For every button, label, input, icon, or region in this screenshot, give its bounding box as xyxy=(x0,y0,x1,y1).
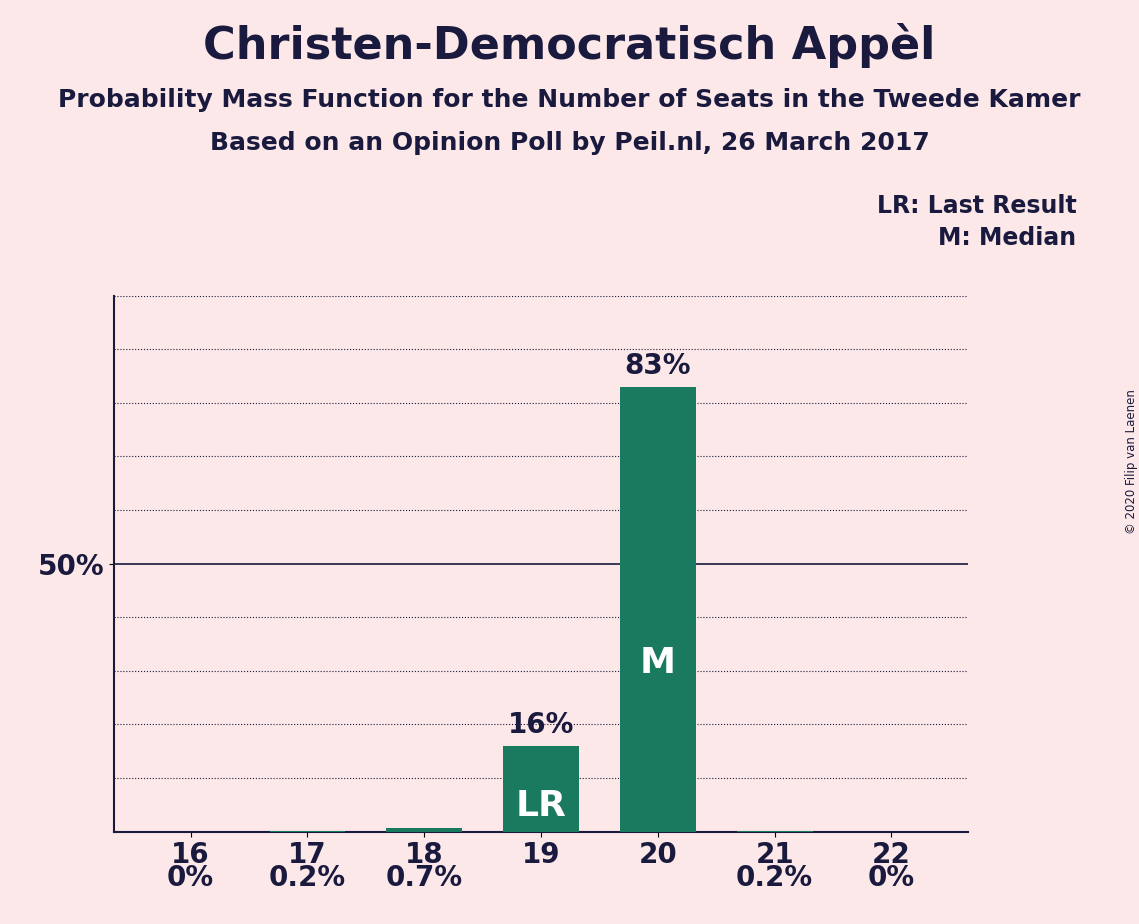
Text: 0%: 0% xyxy=(868,864,915,892)
Text: LR: LR xyxy=(516,789,566,823)
Text: M: Median: M: Median xyxy=(939,226,1076,250)
Text: Christen-Democratisch Appèl: Christen-Democratisch Appèl xyxy=(204,23,935,68)
Bar xyxy=(386,828,462,832)
Text: Based on an Opinion Poll by Peil.nl, 26 March 2017: Based on an Opinion Poll by Peil.nl, 26 … xyxy=(210,131,929,155)
Text: 0.2%: 0.2% xyxy=(269,864,346,892)
Text: © 2020 Filip van Laenen: © 2020 Filip van Laenen xyxy=(1124,390,1138,534)
Text: 0.2%: 0.2% xyxy=(736,864,813,892)
Text: M: M xyxy=(640,646,675,679)
Text: 16%: 16% xyxy=(508,711,574,739)
Text: 0.7%: 0.7% xyxy=(386,864,462,892)
Text: LR: Last Result: LR: Last Result xyxy=(877,194,1076,218)
Bar xyxy=(620,387,696,832)
Bar xyxy=(503,746,579,832)
Bar xyxy=(737,831,812,832)
Text: 83%: 83% xyxy=(624,352,691,381)
Text: 0%: 0% xyxy=(167,864,214,892)
Text: Probability Mass Function for the Number of Seats in the Tweede Kamer: Probability Mass Function for the Number… xyxy=(58,88,1081,112)
Bar xyxy=(270,831,345,832)
